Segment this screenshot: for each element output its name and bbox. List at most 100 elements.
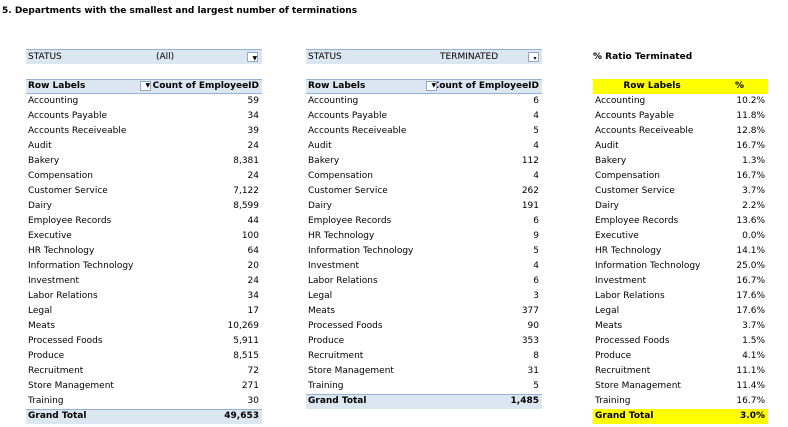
table-row-value: 90	[527, 321, 539, 331]
pivot1-filter-value: (All)	[156, 52, 175, 62]
table-row: Compensation 4	[306, 169, 542, 184]
table-header: Row Labels Count of EmployeeID ▼	[306, 79, 542, 94]
table-row-value: 16.7%	[736, 396, 765, 406]
table-row-label: Accounts Payable	[595, 111, 675, 121]
grand-total-row-label: Grand Total	[28, 411, 87, 421]
table-row-label: Audit	[28, 141, 52, 151]
table-row-label: Store Management	[595, 381, 681, 391]
pivot1-filter-label: STATUS	[28, 52, 62, 62]
table-row-value: 2.2%	[742, 201, 765, 211]
table-row: Customer Service 262	[306, 184, 542, 199]
table-row-value: 34	[247, 111, 259, 121]
table-row-value: 17	[247, 306, 259, 316]
table-row-value: 20	[247, 261, 259, 271]
table-row-value: 16.7%	[736, 276, 765, 286]
table-row-label: Produce	[28, 351, 65, 361]
table-row-value: 16.7%	[736, 171, 765, 181]
table-row: Dairy 191	[306, 199, 542, 214]
grand-total-row: Grand Total 1,485	[306, 394, 542, 409]
table-row-value: 25.0%	[736, 261, 765, 271]
page-title: 5. Departments with the smallest and lar…	[2, 6, 358, 16]
table-row-value: 4	[533, 261, 539, 271]
table-row: Store Management 11.4%	[593, 379, 768, 394]
dropdown-arrow-icon: ▼	[252, 55, 258, 62]
table-row-value: 14.1%	[736, 246, 765, 256]
table-row-value: 4	[533, 171, 539, 181]
table-row: Meats 10,269	[26, 319, 262, 334]
table-row: Accounts Payable 11.8%	[593, 109, 768, 124]
table-row: Legal 3	[306, 289, 542, 304]
table-row-value: 3.7%	[742, 321, 765, 331]
table-row-value: 6	[533, 216, 539, 226]
table-row-label: Meats	[308, 306, 336, 316]
row-labels-dropdown[interactable]: ▼	[140, 81, 151, 91]
table-row-value: 17.6%	[736, 291, 765, 301]
table-row-value: 0.0%	[742, 231, 765, 241]
grand-total-row: Grand Total 3.0%	[593, 409, 768, 424]
table-row-label: Compensation	[308, 171, 373, 181]
table-row-label: Processed Foods	[308, 321, 383, 331]
table-row: Training 5	[306, 379, 542, 394]
table-row-label: Bakery	[308, 156, 340, 166]
table-row: Executive 0.0%	[593, 229, 768, 244]
pivot1-filter-dropdown[interactable]: ▼	[247, 52, 258, 62]
table-row-label: Customer Service	[308, 186, 388, 196]
table-row-label: Training	[595, 396, 631, 406]
table-row-label: Audit	[595, 141, 619, 151]
table-row-label: Accounts Receiveable	[28, 126, 127, 136]
table-header-label: Row Labels	[28, 81, 86, 91]
table-row-label: Employee Records	[28, 216, 112, 226]
table-row-label: Information Technology	[595, 261, 701, 271]
table-row-value: 4	[533, 141, 539, 151]
table-row: Produce 4.1%	[593, 349, 768, 364]
grand-total-row-value: 3.0%	[740, 411, 765, 421]
table-row-value: 3.7%	[742, 186, 765, 196]
table-row-value: 59	[247, 96, 259, 106]
table-row-label: HR Technology	[28, 246, 95, 256]
table-row: Meats 377	[306, 304, 542, 319]
filter-icon: ▾	[533, 55, 537, 62]
pivot2-filter-dropdown[interactable]: ▾	[528, 52, 539, 62]
table-row-label: Legal	[308, 291, 333, 301]
table-row: Produce 8,515	[26, 349, 262, 364]
row-labels-dropdown[interactable]: ▼	[426, 81, 437, 91]
table-row-label: HR Technology	[595, 246, 662, 256]
table-row-label: Training	[308, 381, 344, 391]
table-row-label: Investment	[28, 276, 79, 286]
table-row-label: Store Management	[28, 381, 114, 391]
table-row-value: 24	[247, 171, 259, 181]
table-row-label: Customer Service	[595, 186, 675, 196]
table-row-label: Dairy	[595, 201, 619, 211]
table-row-label: Accounts Payable	[28, 111, 108, 121]
pivot2-filter-label: STATUS	[308, 52, 342, 62]
table-row-value: 6	[533, 96, 539, 106]
table-row: Processed Foods 1.5%	[593, 334, 768, 349]
table-row-label: Information Technology	[308, 246, 414, 256]
table-header-value: Count of EmployeeID	[152, 81, 259, 91]
table-row: Legal 17	[26, 304, 262, 319]
table-row-value: 34	[247, 291, 259, 301]
table-row-label: Produce	[308, 336, 345, 346]
table-row-label: Recruitment	[595, 366, 651, 376]
table-row-label: Executive	[28, 231, 72, 241]
table-row-value: 5	[533, 246, 539, 256]
table-row: Executive 100	[26, 229, 262, 244]
table-row: HR Technology 64	[26, 244, 262, 259]
table-row-value: 30	[247, 396, 259, 406]
table-row: Bakery 8,381	[26, 154, 262, 169]
table-header-label: Row Labels	[623, 81, 681, 91]
table-row: Dairy 8,599	[26, 199, 262, 214]
table-row: Legal 17.6%	[593, 304, 768, 319]
table-row-label: Investment	[595, 276, 646, 286]
pivot1-filter-bar: STATUS (All) ▼	[26, 49, 262, 64]
table-row-value: 4.1%	[742, 351, 765, 361]
pivot2-table: Row Labels Count of EmployeeID ▼ Accounting…	[306, 79, 542, 409]
table-header-value: Count of EmployeeID	[432, 81, 539, 91]
table-row: Training 16.7%	[593, 394, 768, 409]
table-row: Information Technology 5	[306, 244, 542, 259]
table-row-label: Bakery	[595, 156, 627, 166]
table-row: Audit 16.7%	[593, 139, 768, 154]
table-row-label: Employee Records	[595, 216, 679, 226]
table-row-label: Meats	[28, 321, 56, 331]
table-row: Meats 3.7%	[593, 319, 768, 334]
